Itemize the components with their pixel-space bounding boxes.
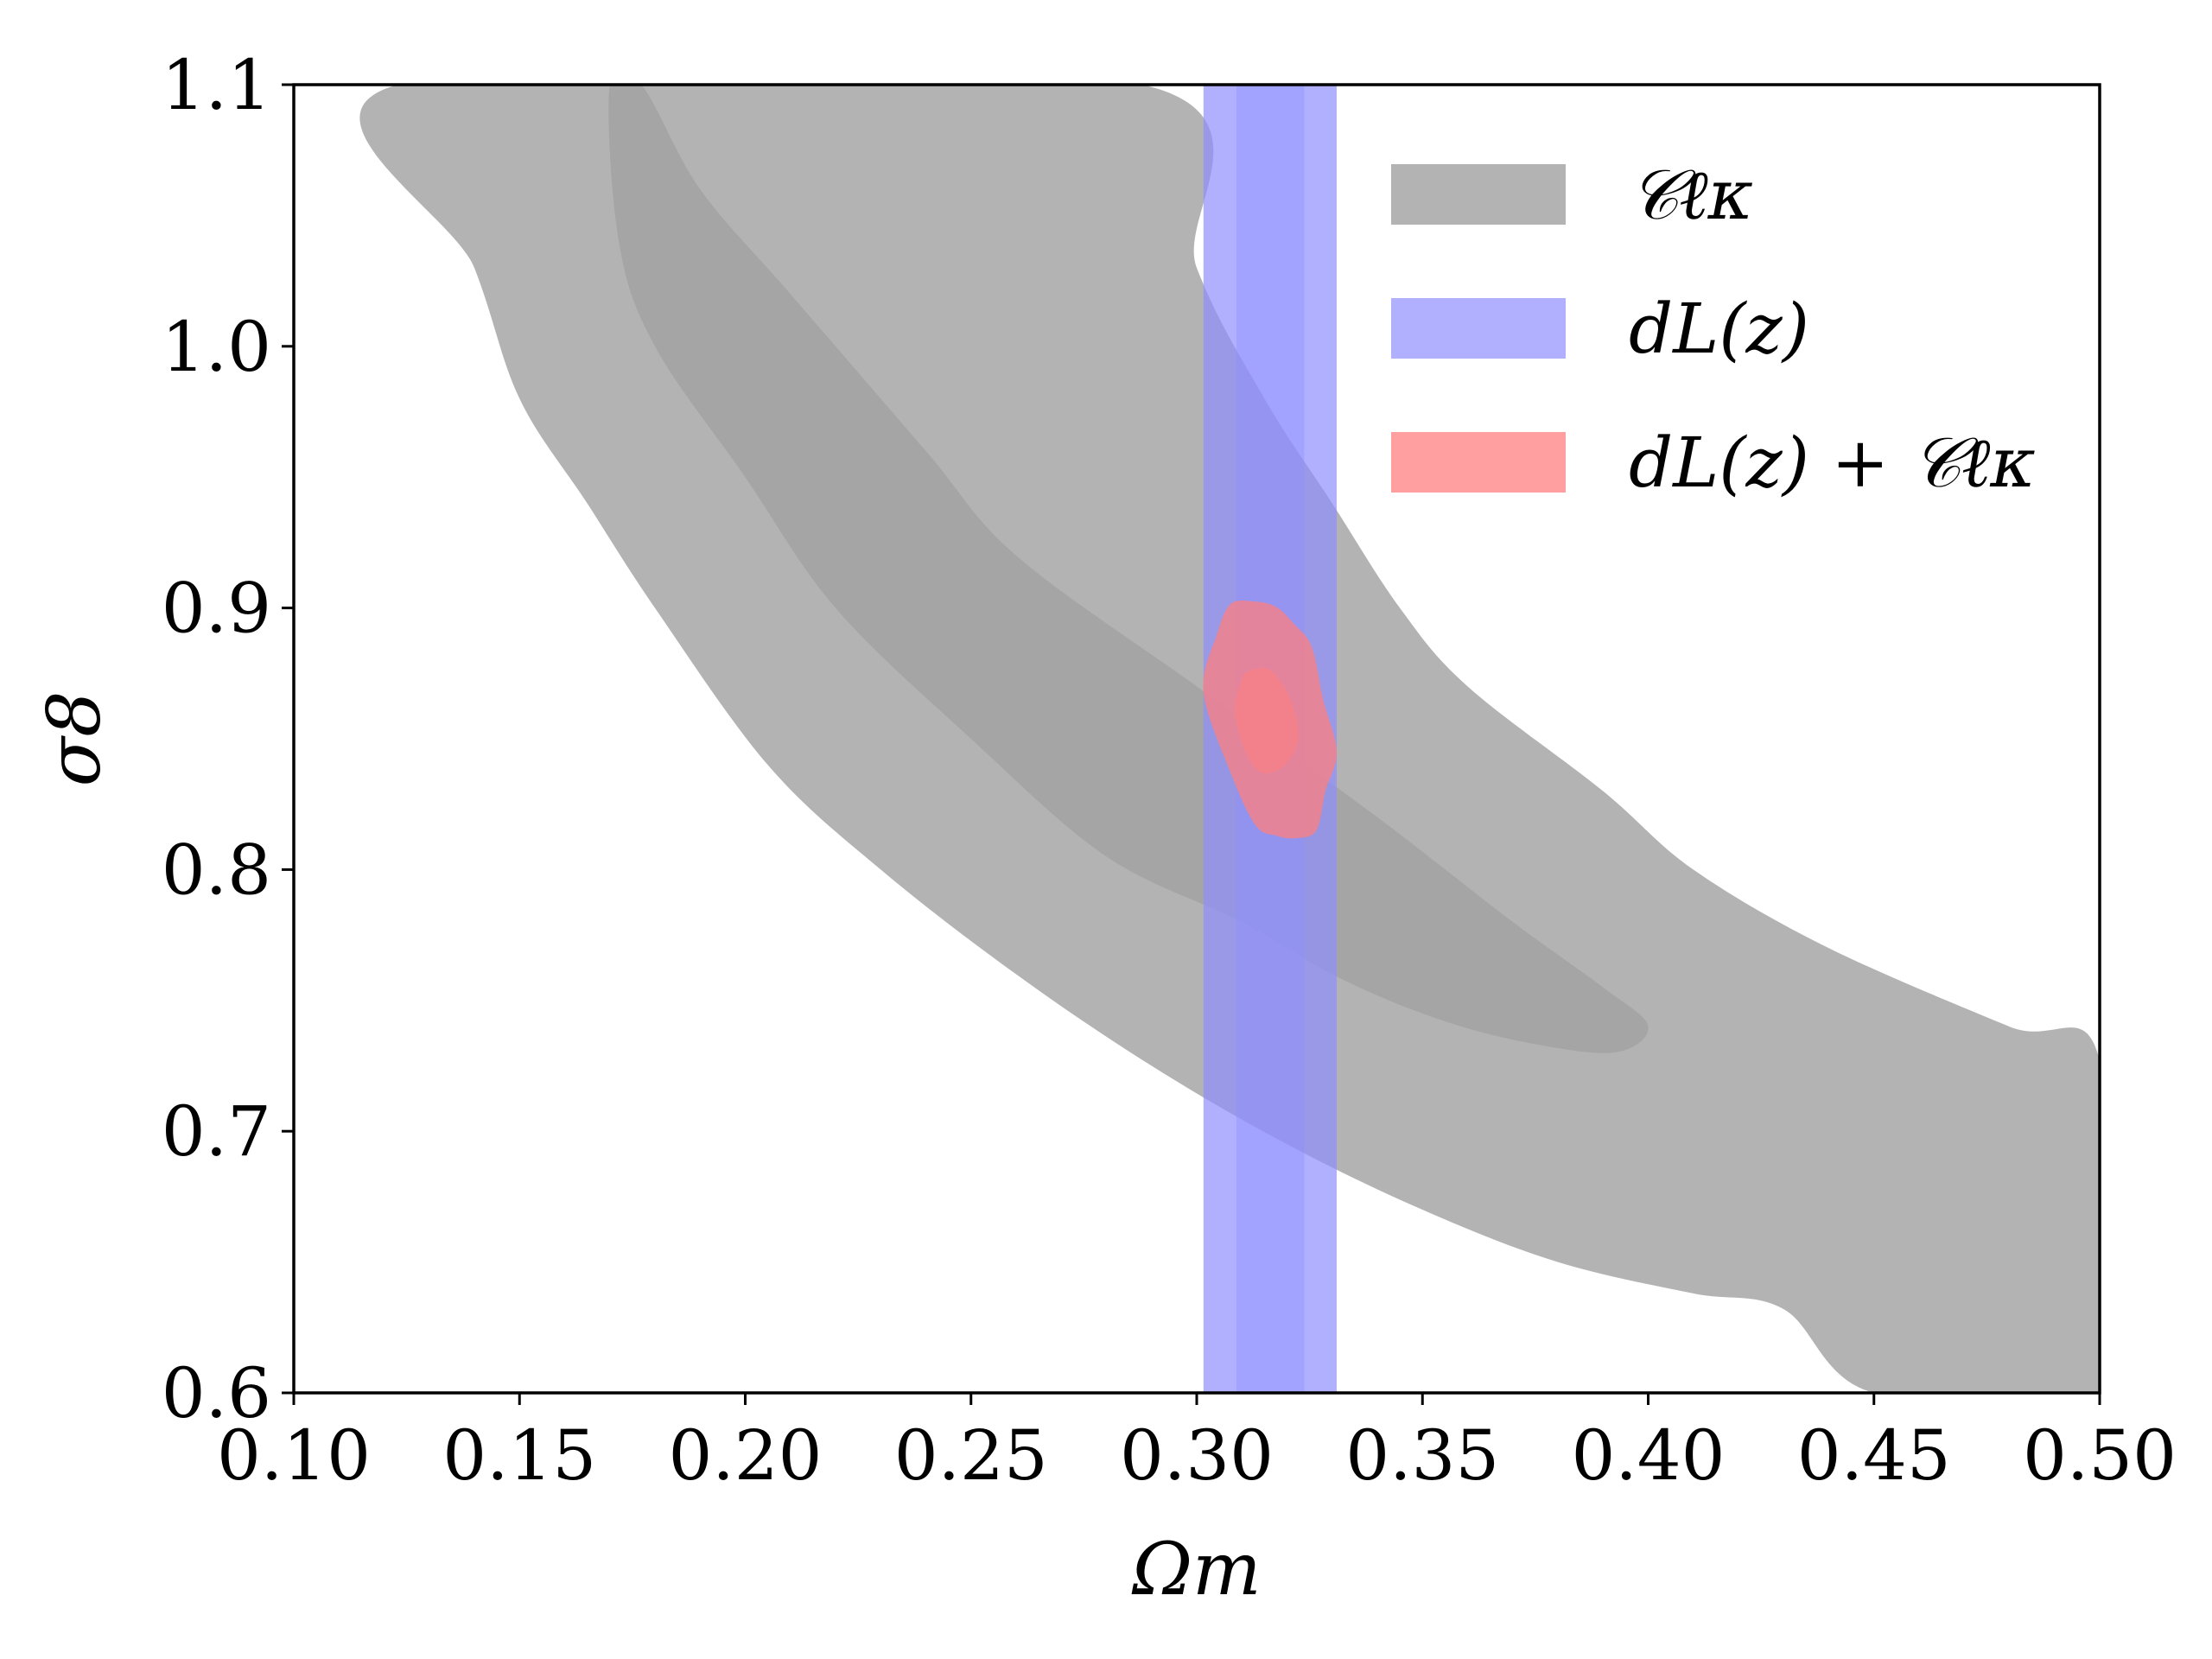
ckappa-contour-1-sigma	[608, 85, 1649, 1053]
y-tick-label: 1.0	[162, 307, 271, 387]
x-axis-label: Ωm	[1131, 1527, 1261, 1611]
legend: 𝒞ℓκ dL(z) dL(z) + 𝒞ℓκ	[1391, 155, 2036, 503]
x-tick-label: 0.30	[1120, 1415, 1274, 1496]
x-tick-label: 0.50	[2023, 1415, 2177, 1496]
y-tick-label: 0.6	[162, 1353, 271, 1433]
legend-swatch-dl	[1391, 298, 1566, 359]
y-tick-label: 0.8	[162, 830, 271, 910]
x-tick-label: 0.40	[1571, 1415, 1725, 1496]
x-tick-label: 0.10	[217, 1415, 371, 1496]
axes: 0.10 0.15 0.20 0.25 0.30 0.35 0.40 0.45 0.50 0.6 0…	[162, 45, 2177, 1496]
combined-contour-1-sigma	[1235, 668, 1299, 774]
y-tick-label: 0.7	[162, 1091, 271, 1172]
x-tick-label: 0.15	[442, 1415, 596, 1496]
x-tick-label: 0.25	[894, 1415, 1048, 1496]
x-tick-label: 0.45	[1797, 1415, 1951, 1496]
y-tick-label: 0.9	[162, 569, 271, 649]
x-tick-label: 0.20	[668, 1415, 822, 1496]
legend-swatch-combined	[1391, 432, 1566, 493]
legend-label-combined: dL(z) + 𝒞ℓκ	[1629, 423, 2036, 503]
y-tick-label: 1.1	[162, 45, 271, 125]
plot-area	[359, 85, 2100, 1393]
legend-label-dl: dL(z)	[1629, 289, 1809, 369]
y-axis-label: σ8	[32, 691, 117, 787]
legend-label-ckappa: 𝒞ℓκ	[1629, 155, 1753, 235]
legend-swatch-ckappa	[1391, 164, 1566, 225]
x-tick-label: 0.35	[1345, 1415, 1499, 1496]
